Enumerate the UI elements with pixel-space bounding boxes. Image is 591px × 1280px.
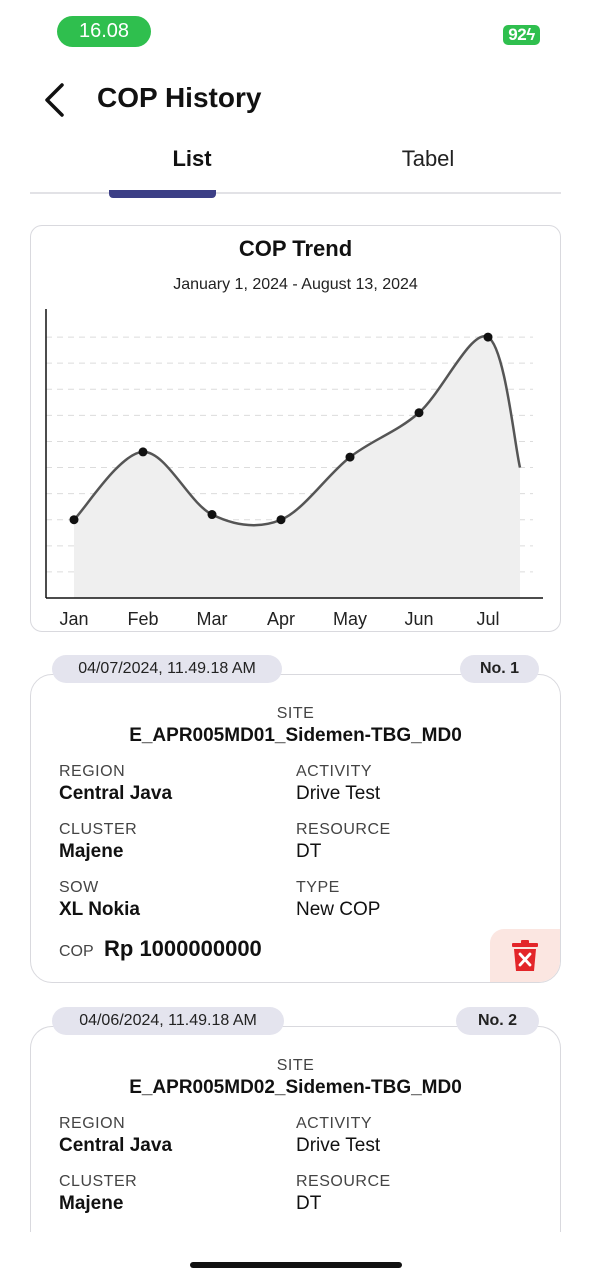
region-label: REGION: [59, 1115, 126, 1132]
cluster-value: Majene: [59, 841, 124, 862]
type-value: New COP: [296, 899, 381, 920]
sow-value: XL Nokia: [59, 899, 140, 920]
battery-indicator: 92 ϟ: [503, 25, 540, 45]
x-tick-label: Mar: [197, 609, 228, 629]
data-point-mar: [207, 510, 217, 520]
x-tick-label: May: [333, 609, 367, 629]
record-number-badge: No. 1: [460, 655, 539, 683]
activity-label: ACTIVITY: [296, 1115, 373, 1132]
x-tick-label: Jun: [404, 609, 433, 629]
chart-title: COP Trend: [238, 236, 353, 261]
x-tick-label: Jan: [59, 609, 88, 629]
x-tick-label: Apr: [267, 609, 295, 629]
cop-trend-chart-card: COP Trend January 1, 2024 - August 13, 2…: [30, 225, 561, 632]
tab-bar: List Tabel: [30, 140, 561, 194]
charging-icon: ϟ: [526, 25, 535, 44]
delete-button[interactable]: [490, 929, 560, 982]
site-value: E_APR005MD01_Sidemen-TBG_MD0: [129, 725, 462, 746]
tab-tabel[interactable]: Tabel: [401, 146, 455, 171]
active-tab-indicator: [109, 190, 216, 198]
region-value: Central Java: [59, 783, 173, 804]
back-button[interactable]: [32, 78, 76, 122]
type-label: TYPE: [296, 879, 340, 896]
resource-value: DT: [296, 1193, 322, 1214]
data-point-apr: [276, 515, 286, 525]
sow-label: SOW: [59, 879, 99, 896]
home-indicator: [190, 1262, 402, 1268]
data-point-feb: [138, 447, 148, 457]
site-value: E_APR005MD02_Sidemen-TBG_MD0: [129, 1077, 462, 1098]
activity-value: Drive Test: [296, 1135, 381, 1156]
chart-area: [74, 336, 520, 598]
tab-list[interactable]: List: [172, 146, 212, 171]
x-tick-label: Feb: [127, 609, 158, 629]
site-label: SITE: [276, 1057, 315, 1074]
resource-value: DT: [296, 841, 322, 862]
record-card[interactable]: SITE E_APR005MD02_Sidemen-TBG_MD0 REGION…: [30, 1026, 561, 1232]
status-time: 16.08: [57, 16, 151, 47]
data-point-may: [345, 452, 355, 462]
site-label: SITE: [276, 705, 315, 722]
back-arrow-icon: [45, 83, 64, 117]
battery-level: 92: [508, 25, 527, 44]
region-label: REGION: [59, 763, 126, 780]
activity-value: Drive Test: [296, 783, 381, 804]
data-point-jul: [483, 332, 493, 342]
resource-label: RESOURCE: [296, 821, 391, 838]
data-point-jun: [414, 408, 424, 418]
record-date-badge: 04/07/2024, 11.49.18 AM: [52, 655, 282, 683]
cluster-value: Majene: [59, 1193, 124, 1214]
record-date-badge: 04/06/2024, 11.49.18 AM: [52, 1007, 284, 1035]
x-tick-label: Jul: [476, 609, 499, 629]
cop-trend-chart: Jan Feb Mar Apr May Jun Jul: [45, 309, 543, 629]
activity-label: ACTIVITY: [296, 763, 373, 780]
data-point-jan: [69, 515, 79, 525]
chart-date-range: January 1, 2024 - August 13, 2024: [173, 276, 418, 293]
resource-label: RESOURCE: [296, 1173, 391, 1190]
cop-value: Rp 1000000000: [104, 936, 262, 961]
cop-label: COP: [59, 943, 94, 960]
record-card[interactable]: SITE E_APR005MD01_Sidemen-TBG_MD0 REGION…: [30, 674, 561, 983]
page-title: COP History: [97, 82, 262, 113]
trash-icon: [512, 939, 538, 971]
cluster-label: CLUSTER: [59, 1173, 138, 1190]
region-value: Central Java: [59, 1135, 173, 1156]
cluster-label: CLUSTER: [59, 821, 138, 838]
record-number-badge: No. 2: [456, 1007, 539, 1035]
